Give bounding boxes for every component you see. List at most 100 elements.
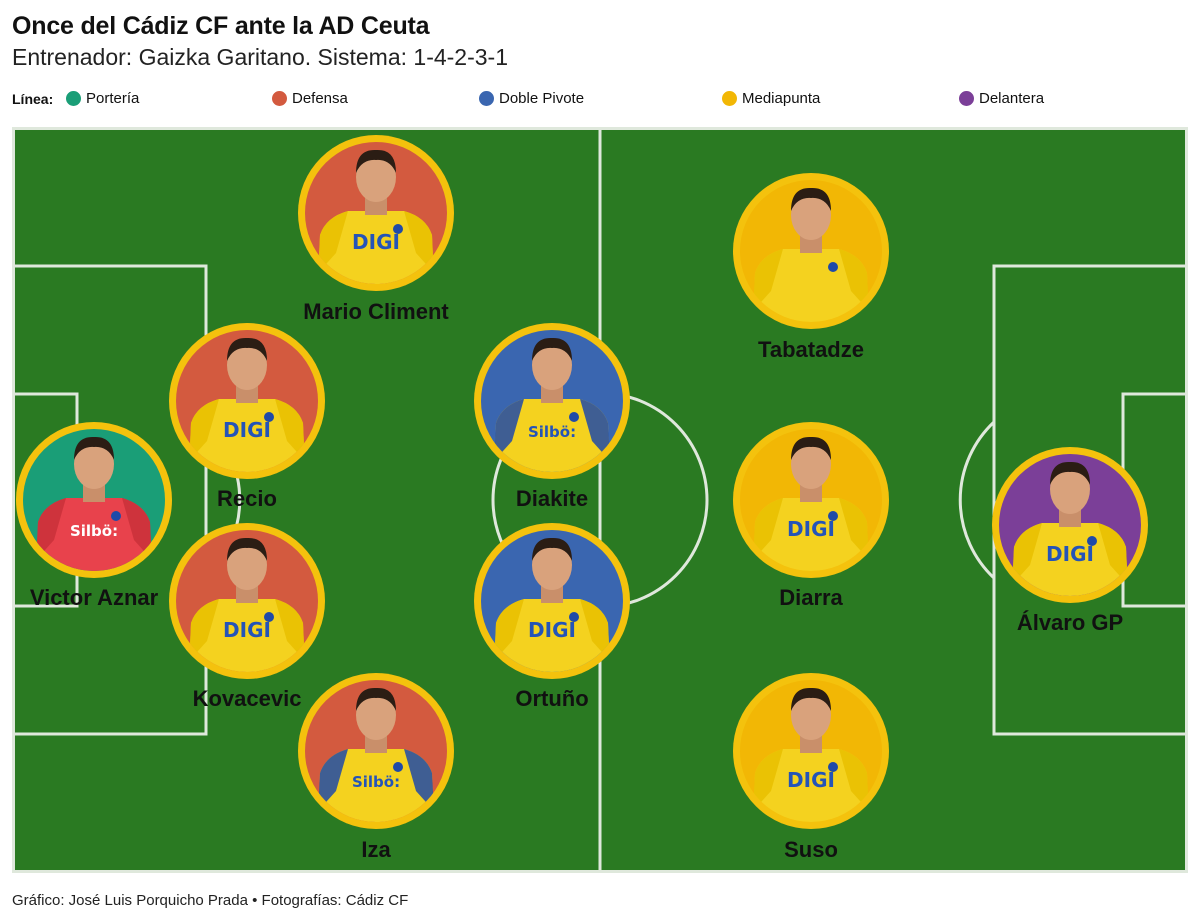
player-head — [356, 152, 396, 202]
legend-label-delantera: Delantera — [979, 90, 1045, 107]
legend-item-defensa: Defensa — [272, 90, 348, 107]
legend-title: Línea: — [12, 91, 54, 107]
player-figure: DIGI — [1012, 461, 1128, 596]
crest-icon — [1087, 536, 1097, 546]
player-name: Mario Climent — [303, 299, 449, 324]
shirt-sleeve-left — [753, 749, 783, 811]
player-shirt — [189, 599, 305, 672]
player-shirt — [753, 498, 869, 571]
left-penalty-area — [12, 264, 208, 736]
legend-dot-mediapunta — [722, 91, 737, 106]
shirt-sleeve-left — [753, 498, 783, 560]
player-name: Victor Aznar — [30, 585, 159, 610]
player-name: Kovacevic — [193, 686, 302, 711]
player-name: Diarra — [779, 585, 843, 610]
player-shirt — [1012, 523, 1128, 596]
player-photo: Silbö: — [36, 436, 152, 571]
legend-item-porteria: Portería — [66, 90, 139, 107]
shirt-sleeve-left — [189, 599, 219, 661]
crest-icon — [828, 262, 838, 272]
crest-icon — [828, 762, 838, 772]
player-figure: Silbö: — [318, 687, 434, 822]
player-photo: DIGI — [1012, 461, 1128, 596]
player-name: Iza — [361, 837, 391, 862]
shirt-sleeve-right — [275, 399, 305, 461]
shirt-sleeve-left — [318, 749, 348, 811]
player-photo: DIGI — [753, 436, 869, 571]
player-head — [791, 190, 831, 240]
player-tabatadze: Tabatadze — [733, 173, 889, 362]
crest-icon — [569, 612, 579, 622]
shirt-sponsor: DIGI — [223, 418, 271, 442]
player-figure: DIGI — [318, 149, 434, 284]
legend-item-mediapunta: Mediapunta — [722, 90, 820, 107]
crest-icon — [264, 612, 274, 622]
player-photo: Silbö: — [494, 337, 610, 472]
player-hair — [791, 687, 831, 711]
shirt-sleeve-left — [494, 599, 524, 661]
shirt-sleeve-left — [753, 249, 783, 311]
player-shirt — [494, 599, 610, 672]
shirt-sleeve-left — [494, 399, 524, 461]
player-shirt — [753, 249, 869, 322]
player-neck — [83, 484, 105, 502]
player-hair — [227, 537, 267, 561]
player-figure: Silbö: — [36, 436, 152, 571]
crest-icon — [393, 762, 403, 772]
player-name: Ortuño — [515, 686, 588, 711]
player-shirt — [318, 211, 434, 284]
player-name: Recio — [217, 486, 277, 511]
player-head — [227, 340, 267, 390]
player-victor-aznar: Silbö: Victor Aznar — [16, 422, 172, 610]
player-head — [791, 690, 831, 740]
shirt-sponsor: DIGI — [787, 517, 835, 541]
shirt-sponsor: Silbö: — [352, 773, 400, 791]
player-neck — [365, 735, 387, 753]
shirt-sleeve-right — [1098, 523, 1128, 585]
shirt-sponsor: DIGI — [352, 230, 400, 254]
crest-icon — [111, 511, 121, 521]
shirt-sleeve-right — [580, 599, 610, 661]
player-neck — [236, 585, 258, 603]
player-hair — [1050, 461, 1090, 485]
player-hair — [356, 687, 396, 711]
player-shirt — [494, 399, 610, 472]
player-figure — [753, 187, 869, 322]
shirt-sleeve-right — [839, 249, 869, 311]
player-hair — [791, 187, 831, 211]
crest-icon — [828, 511, 838, 521]
player-neck — [365, 197, 387, 215]
player-head — [1050, 464, 1090, 514]
legend-label-defensa: Defensa — [292, 90, 348, 107]
legend-dot-delantera — [959, 91, 974, 106]
player-diarra: DIGI Diarra — [733, 422, 889, 610]
right-penalty-area — [992, 264, 1188, 736]
player-hair — [227, 337, 267, 361]
pitch: Silbö: Victor Aznar DIGI Mario Climent D… — [12, 127, 1188, 873]
player-head — [532, 340, 572, 390]
shirt-sleeve-right — [580, 399, 610, 461]
player-neck — [800, 735, 822, 753]
shirt-sleeve-left — [318, 211, 348, 273]
chart-subtitle: Entrenador: Gaizka Garitano. Sistema: 1-… — [12, 44, 509, 70]
player-head — [791, 439, 831, 489]
player-shirt — [753, 749, 869, 822]
player-alvaro-gp: DIGI Álvaro GP — [992, 447, 1148, 635]
player-photo: DIGI — [318, 149, 434, 284]
shirt-sleeve-left — [36, 498, 66, 560]
player-iza: Silbö: Iza — [298, 673, 454, 862]
legend-dot-defensa — [272, 91, 287, 106]
player-neck — [236, 385, 258, 403]
player-shirt — [318, 749, 434, 822]
legend-label-doble-pivote: Doble Pivote — [499, 90, 585, 107]
crest-icon — [393, 224, 403, 234]
source-credit: Gráfico: José Luis Porquicho Prada • Fot… — [12, 892, 409, 909]
player-photo: DIGI — [494, 537, 610, 672]
player-mario-climent: DIGI Mario Climent — [298, 135, 454, 324]
player-recio: DIGI Recio — [169, 323, 325, 511]
player-suso: DIGI Suso — [733, 673, 889, 862]
player-head — [74, 439, 114, 489]
shirt-sleeve-right — [404, 211, 434, 273]
player-photo: DIGI — [189, 337, 305, 472]
legend-label-porteria: Portería — [86, 90, 140, 107]
